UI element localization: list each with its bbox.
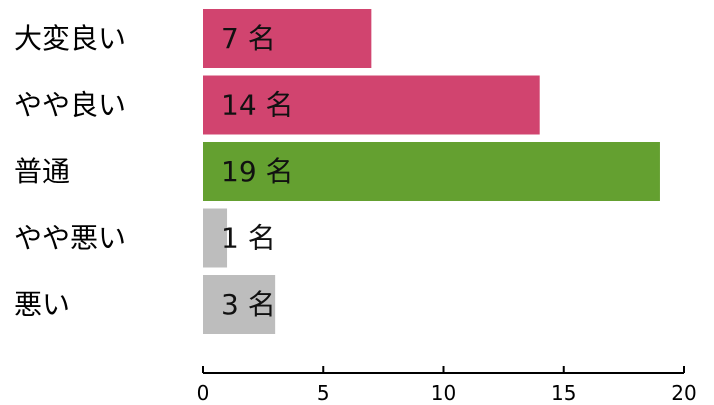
bar <box>203 9 372 68</box>
bar-value-label: 14 名 <box>221 89 294 122</box>
x-tick-label: 0 <box>197 381 210 405</box>
bar <box>203 208 228 268</box>
x-tick-label: 5 <box>317 381 330 405</box>
bar <box>203 75 540 135</box>
x-tick-label: 10 <box>431 381 456 405</box>
x-tick-label: 15 <box>551 381 576 405</box>
bar-value-label: 3 名 <box>221 288 276 321</box>
category-label: 悪い <box>14 288 70 321</box>
category-label: やや良い <box>14 89 126 122</box>
x-axis: 0 5 10 15 20 <box>197 366 697 405</box>
category-label: 大変良い <box>14 22 126 55</box>
x-tick-label: 20 <box>671 381 696 405</box>
bar <box>203 142 660 201</box>
bar-value-label: 1 名 <box>221 222 276 255</box>
bar-value-label: 19 名 <box>221 155 294 188</box>
bars: 7 名 14 名 19 名 1 名 3 名 <box>203 9 660 334</box>
category-label: やや悪い <box>14 222 126 255</box>
bar-value-label: 7 名 <box>221 22 276 55</box>
bar <box>203 275 276 334</box>
category-label: 普通 <box>14 155 70 188</box>
